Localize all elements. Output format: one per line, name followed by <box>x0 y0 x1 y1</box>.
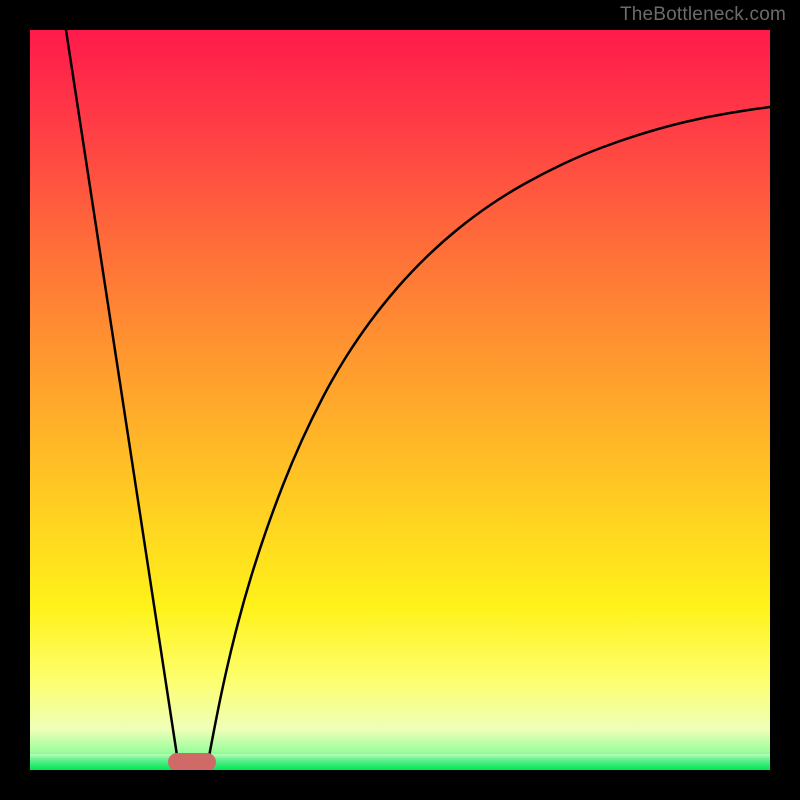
frame-left <box>0 0 30 800</box>
plot-area <box>30 30 770 770</box>
right-curve <box>208 107 770 762</box>
curve-layer <box>30 30 770 770</box>
frame-bottom <box>0 770 800 800</box>
frame-right <box>770 0 800 800</box>
bottleneck-marker <box>168 753 216 770</box>
left-line <box>66 30 178 762</box>
chart-container: TheBottleneck.com <box>0 0 800 800</box>
watermark-text: TheBottleneck.com <box>620 4 786 26</box>
